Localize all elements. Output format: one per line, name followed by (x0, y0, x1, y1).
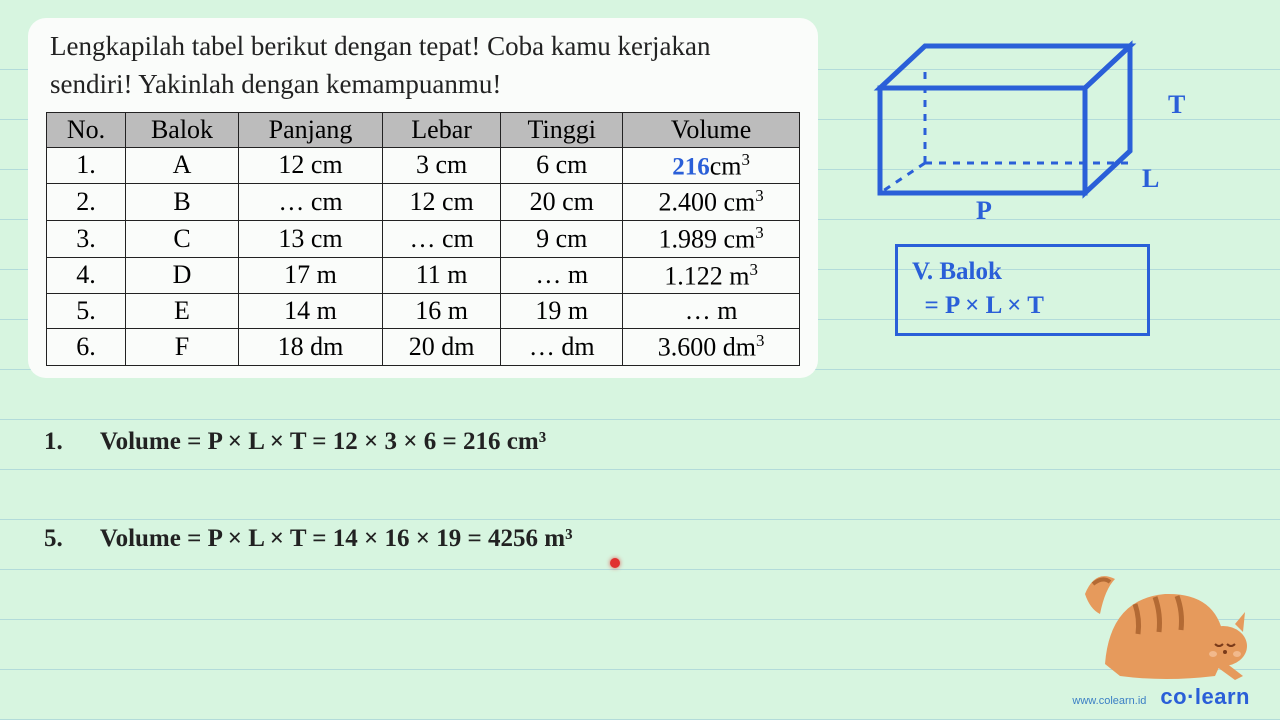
data-table: No. Balok Panjang Lebar Tinggi Volume 1.… (46, 112, 800, 366)
work5-num: 5. (44, 525, 94, 553)
work1-text: Volume = P × L × T = 12 × 3 × 6 = 216 cm… (100, 428, 546, 455)
table-cell: … dm (501, 329, 623, 366)
cuboid-diagram: T L P (870, 28, 1190, 208)
work-line-1: 1. Volume = P × L × T = 12 × 3 × 6 = 216… (44, 428, 546, 456)
table-cell: 12 cm (382, 184, 500, 221)
footer-brand: co·learn (1160, 684, 1250, 710)
table-row: 4.D17 m11 m… m1.122 m3 (47, 257, 800, 294)
table-cell: 14 m (239, 294, 383, 329)
volume-cell: 1.989 cm3 (623, 220, 800, 257)
table-cell: B (125, 184, 238, 221)
table-cell: 3. (47, 220, 126, 257)
table-cell: E (125, 294, 238, 329)
label-L: L (1142, 164, 1159, 194)
label-T: T (1168, 90, 1185, 120)
cat-mascot-icon (1075, 564, 1250, 684)
label-P: P (976, 196, 992, 226)
volume-cell: 216cm3 (623, 147, 800, 184)
col-panjang: Panjang (239, 112, 383, 147)
table-cell: 3 cm (382, 147, 500, 184)
table-cell: 6. (47, 329, 126, 366)
table-cell: 18 dm (239, 329, 383, 366)
table-row: 5.E14 m16 m19 m… m (47, 294, 800, 329)
col-no: No. (47, 112, 126, 147)
table-row: 2.B… cm12 cm20 cm2.400 cm3 (47, 184, 800, 221)
table-cell: 20 cm (501, 184, 623, 221)
work5-text: Volume = P × L × T = 14 × 16 × 19 = 4256… (100, 525, 573, 552)
laser-pointer-icon (610, 558, 620, 568)
col-lebar: Lebar (382, 112, 500, 147)
table-cell: 19 m (501, 294, 623, 329)
table-cell: D (125, 257, 238, 294)
table-cell: … m (501, 257, 623, 294)
table-cell: 16 m (382, 294, 500, 329)
table-cell: 5. (47, 294, 126, 329)
table-row: 6.F18 dm20 dm… dm3.600 dm3 (47, 329, 800, 366)
table-cell: 4. (47, 257, 126, 294)
footer-watermark: www.colearn.id co·learn (1072, 684, 1250, 710)
table-cell: 17 m (239, 257, 383, 294)
table-cell: … cm (239, 184, 383, 221)
volume-cell: 1.122 m3 (623, 257, 800, 294)
table-cell: 11 m (382, 257, 500, 294)
col-tinggi: Tinggi (501, 112, 623, 147)
table-cell: 20 dm (382, 329, 500, 366)
table-row: 3.C13 cm… cm9 cm1.989 cm3 (47, 220, 800, 257)
table-cell: 13 cm (239, 220, 383, 257)
volume-cell: 3.600 dm3 (623, 329, 800, 366)
table-cell: … cm (382, 220, 500, 257)
col-balok: Balok (125, 112, 238, 147)
table-cell: 9 cm (501, 220, 623, 257)
col-volume: Volume (623, 112, 800, 147)
formula-line2: = P × L × T (912, 289, 1133, 323)
formula-box: V. Balok = P × L × T (895, 244, 1150, 336)
table-cell: 12 cm (239, 147, 383, 184)
formula-line1: V. Balok (912, 255, 1133, 289)
table-cell: F (125, 329, 238, 366)
table-cell: A (125, 147, 238, 184)
footer-url: www.colearn.id (1072, 695, 1146, 707)
volume-cell: 2.400 cm3 (623, 184, 800, 221)
work-line-5: 5. Volume = P × L × T = 14 × 16 × 19 = 4… (44, 525, 573, 553)
table-row: 1.A12 cm3 cm6 cm216cm3 (47, 147, 800, 184)
volume-cell: … m (623, 294, 800, 329)
table-cell: 1. (47, 147, 126, 184)
table-cell: 6 cm (501, 147, 623, 184)
problem-card: Lengkapilah tabel berikut dengan tepat! … (28, 18, 818, 378)
table-cell: 2. (47, 184, 126, 221)
instruction-text: Lengkapilah tabel berikut dengan tepat! … (46, 28, 800, 104)
table-cell: C (125, 220, 238, 257)
table-header-row: No. Balok Panjang Lebar Tinggi Volume (47, 112, 800, 147)
work1-num: 1. (44, 428, 94, 456)
